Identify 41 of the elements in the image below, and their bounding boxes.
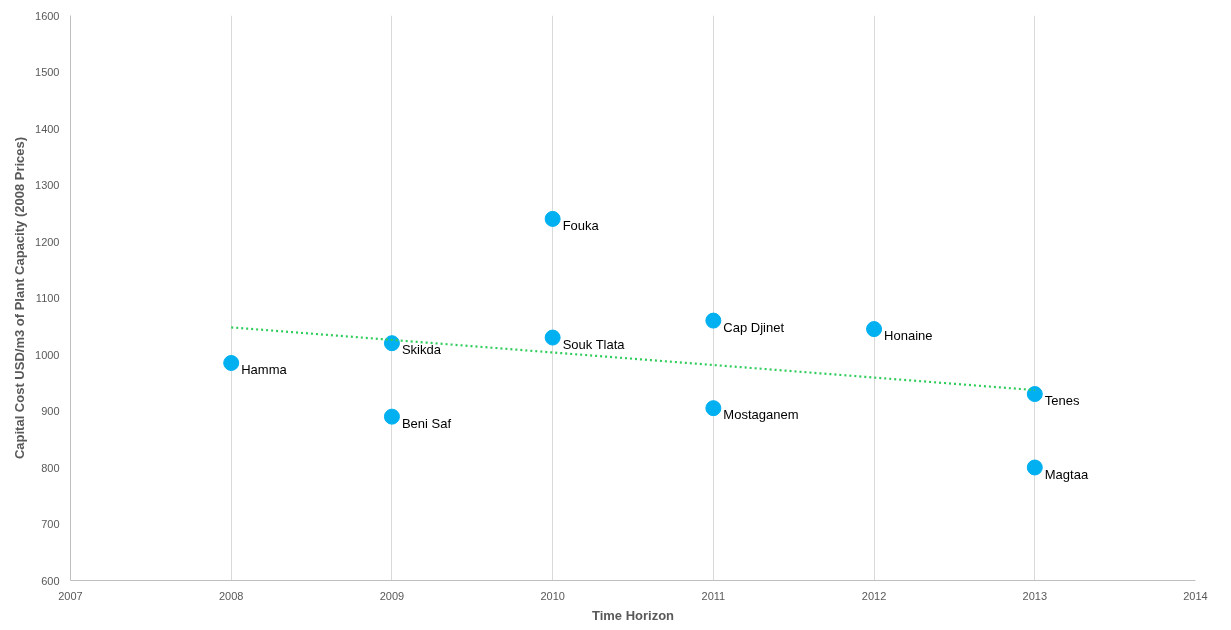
annotation: Mostaganem <box>723 407 799 423</box>
point <box>383 335 400 352</box>
point <box>544 210 561 227</box>
point <box>866 321 883 338</box>
y-tick-label: 1300 <box>35 179 60 191</box>
x-tick-label: 2012 <box>861 589 887 602</box>
annotation: Tenes <box>1044 393 1080 409</box>
point <box>1026 459 1043 476</box>
annotation: Magtaa <box>1044 466 1089 482</box>
y-tick-label: 700 <box>41 518 60 530</box>
x-tick-label: 2009 <box>379 589 405 602</box>
point <box>705 312 722 329</box>
point <box>544 329 561 346</box>
x-tick-label: 2014 <box>1183 589 1208 602</box>
annotation: Skikda <box>401 342 442 358</box>
annotation: Fouka <box>562 217 600 233</box>
point <box>705 400 722 417</box>
annotation: Hamma <box>241 361 288 377</box>
y-tick-label: 1400 <box>35 122 60 135</box>
x-axis-title: Time Horizon <box>591 607 675 623</box>
x-tick-label: 2008 <box>218 589 244 602</box>
annotation: Honaine <box>884 328 933 344</box>
x-tick-label: 2007 <box>58 589 83 602</box>
y-tick-label: 1500 <box>35 66 60 78</box>
point <box>383 408 400 425</box>
y-tick-label: 1600 <box>35 9 60 22</box>
annotation: Souk Tlata <box>562 336 626 352</box>
annotation: Beni Saf <box>401 415 452 431</box>
y-tick-label: 1200 <box>35 235 60 248</box>
point <box>1026 386 1043 403</box>
y-axis-title: Capital Cost USD/m3 of Plant Capacity (2008 Prices) <box>12 136 28 460</box>
annotation: Cap Djinet <box>723 319 785 335</box>
y-tick-label: 1100 <box>35 292 60 304</box>
x-tick-label: 2011 <box>701 589 726 602</box>
y-tick-label: 900 <box>41 405 60 417</box>
y-tick-label: 800 <box>41 461 60 474</box>
x-tick-label: 2013 <box>1022 589 1048 602</box>
y-tick-label: 1000 <box>35 348 60 361</box>
x-tick-label: 2010 <box>540 589 565 602</box>
y-tick-label: 600 <box>41 574 60 587</box>
point <box>223 354 240 371</box>
